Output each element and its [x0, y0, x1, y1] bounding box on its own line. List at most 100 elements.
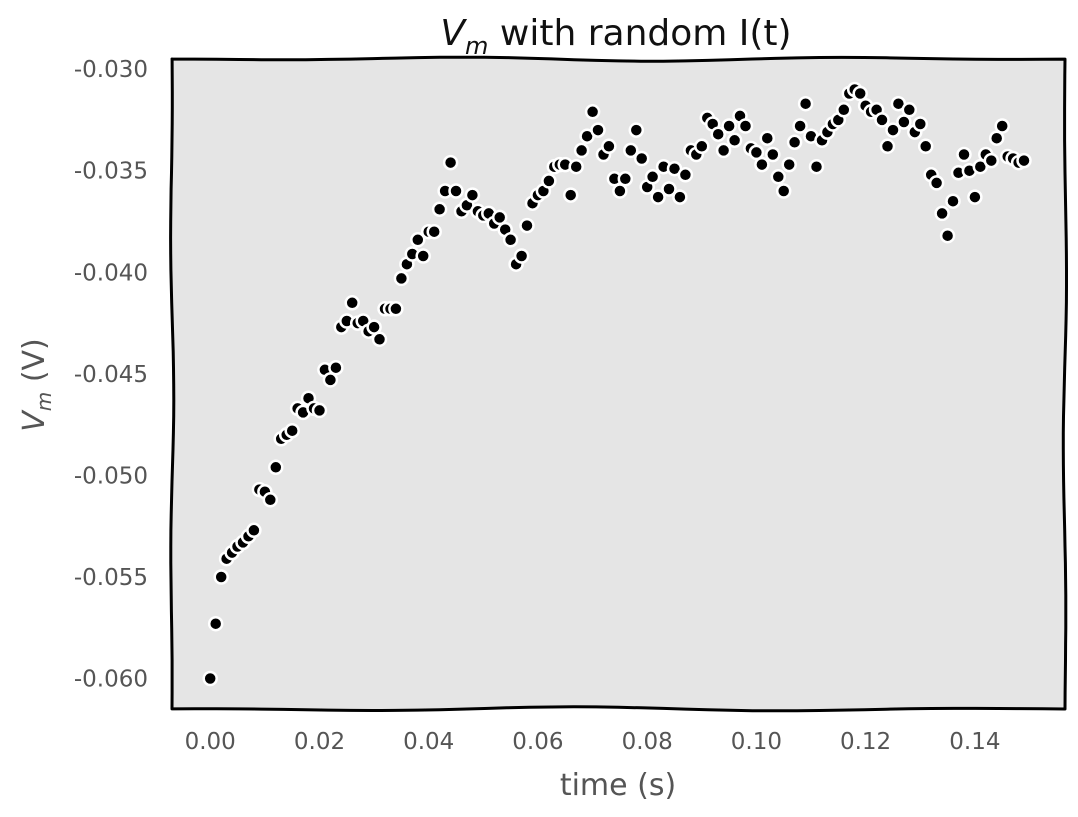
data-point: [917, 138, 934, 155]
data-point: [311, 402, 328, 419]
data-point: [786, 134, 803, 151]
data-point: [568, 158, 584, 175]
data-point: [945, 193, 961, 209]
title-variable: V: [440, 13, 467, 54]
data-point: [410, 232, 426, 248]
data-point: [934, 205, 950, 222]
data-point: [426, 223, 442, 240]
data-point: [885, 122, 901, 138]
data-point: [770, 169, 787, 185]
data-point: [207, 615, 224, 632]
x-tick-label: 0.02: [294, 729, 345, 755]
data-point: [672, 189, 688, 205]
data-point: [836, 102, 852, 118]
data-point: [661, 181, 677, 197]
data-point: [983, 152, 1000, 169]
plot-frame: [169, 55, 1068, 713]
x-tick-label: 0.14: [949, 729, 1000, 755]
title-rest: with random I(t): [488, 13, 791, 54]
ylabel-variable: V: [17, 409, 52, 432]
data-point: [792, 118, 808, 134]
data-point: [246, 522, 262, 539]
data-point: [781, 156, 797, 173]
data-point: [623, 142, 639, 159]
data-point: [541, 173, 557, 189]
data-point: [442, 154, 459, 171]
y-tick-label: -0.055: [74, 565, 148, 591]
data-point: [874, 112, 890, 128]
data-point: [633, 150, 650, 167]
y-axis-ticks: -0.030 -0.035 -0.040 -0.045 -0.050 -0.055 -0.0…: [74, 57, 148, 692]
data-point: [344, 295, 360, 311]
data-point: [650, 189, 666, 205]
data-point: [393, 270, 410, 287]
data-point: [268, 459, 284, 476]
data-point: [759, 130, 776, 146]
data-point: [491, 209, 508, 226]
data-point: [322, 372, 339, 388]
data-point: [584, 104, 601, 120]
data-point: [967, 189, 983, 205]
x-tick-label: 0.12: [840, 729, 891, 755]
x-axis-ticks: 0.00 0.02 0.04 0.06 0.08 0.10 0.12 0.14: [185, 729, 1001, 755]
y-tick-label: -0.045: [74, 362, 148, 388]
data-point: [879, 138, 896, 155]
data-point: [677, 167, 694, 183]
y-tick-label: -0.040: [74, 260, 148, 286]
y-tick-label: -0.030: [74, 57, 148, 83]
x-tick-label: 0.00: [185, 729, 236, 755]
data-point: [797, 95, 814, 112]
data-point: [710, 126, 726, 142]
x-tick-label: 0.04: [403, 729, 454, 755]
data-point: [202, 670, 218, 687]
data-point: [956, 146, 972, 163]
chart-title: Vm with random I(t): [440, 13, 791, 60]
data-point: [748, 144, 765, 161]
data-point: [448, 183, 464, 199]
data-point: [715, 142, 732, 159]
data-point: [939, 227, 956, 244]
data-point: [573, 142, 590, 159]
x-tick-label: 0.10: [731, 729, 782, 755]
data-point: [721, 118, 737, 134]
data-point: [519, 217, 535, 234]
data-point: [912, 116, 929, 132]
y-tick-label: -0.060: [74, 667, 148, 693]
data-point: [644, 169, 661, 185]
data-point: [562, 187, 579, 203]
ylabel-subscript: m: [32, 392, 56, 411]
data-point: [617, 171, 634, 187]
data-point: [366, 319, 382, 335]
data-point: [328, 359, 344, 376]
title-subscript: m: [465, 32, 488, 60]
data-point: [994, 118, 1010, 134]
data-point: [775, 183, 792, 199]
data-point: [928, 175, 945, 191]
data-point: [431, 201, 448, 218]
data-points: [202, 81, 1032, 687]
data-point: [901, 102, 918, 118]
data-point: [808, 158, 825, 175]
data-point: [852, 85, 868, 102]
data-point: [513, 248, 530, 264]
data-point: [590, 122, 606, 138]
y-tick-label: -0.050: [74, 463, 148, 489]
data-point: [612, 183, 628, 199]
data-point: [754, 156, 770, 173]
data-point: [1016, 152, 1032, 169]
data-point: [284, 422, 300, 439]
y-axis-label: Vm (V): [17, 338, 56, 431]
data-point: [765, 146, 781, 163]
data-point: [694, 138, 710, 155]
data-point: [415, 248, 431, 264]
data-point: [737, 118, 754, 134]
data-point: [726, 132, 743, 149]
x-tick-label: 0.06: [512, 729, 563, 755]
plot-area: [170, 57, 1067, 711]
data-point: [262, 492, 279, 508]
ylabel-rest: (V): [17, 338, 52, 391]
y-tick-label: -0.035: [74, 159, 148, 185]
data-point: [388, 301, 404, 317]
data-point: [464, 187, 481, 203]
data-point: [502, 232, 519, 248]
